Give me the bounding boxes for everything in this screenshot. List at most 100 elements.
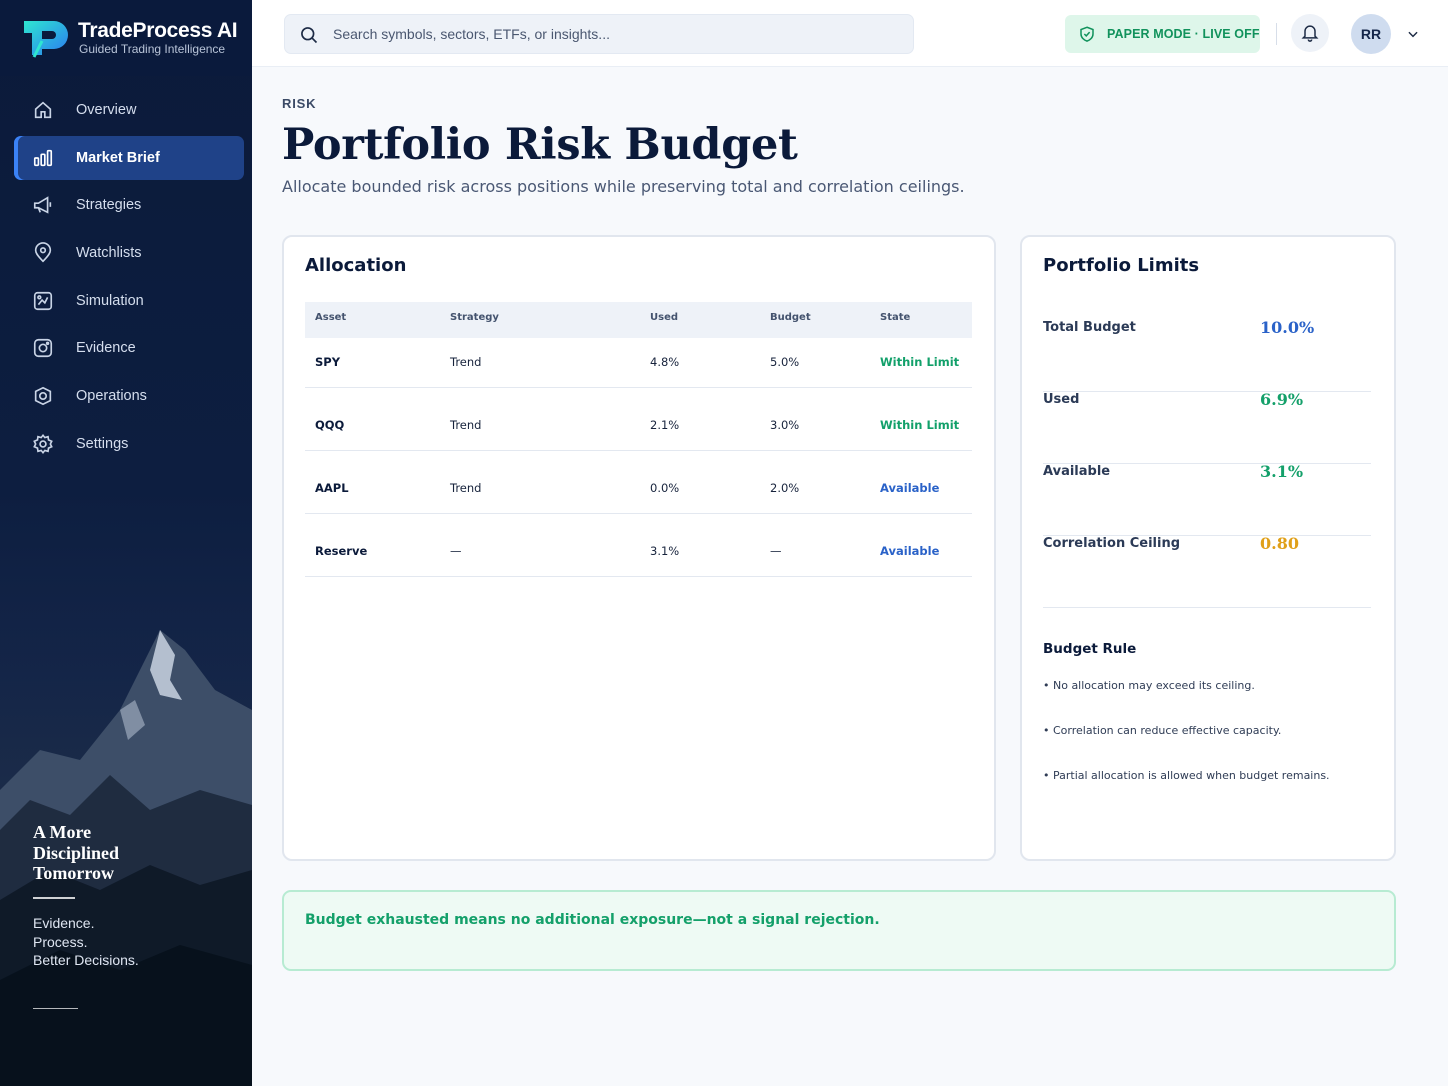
allocation-card: Allocation Asset Strategy Used Budget St… bbox=[282, 235, 996, 861]
limit-label: Correlation Ceiling bbox=[1043, 536, 1181, 551]
cell-budget: 2.0% bbox=[770, 481, 800, 495]
limit-row-available: Available 3.1% bbox=[1043, 462, 1371, 536]
quote-line: Disciplined bbox=[33, 842, 120, 863]
limit-value: 6.9% bbox=[1260, 390, 1304, 409]
quote-line: Tomorrow bbox=[33, 863, 114, 883]
notifications-button[interactable] bbox=[1291, 14, 1329, 52]
gear-icon bbox=[32, 433, 54, 455]
cell-asset: SPY bbox=[315, 355, 341, 369]
sidebar-quote: A More Disciplined Tomorrow bbox=[33, 822, 213, 884]
search-icon bbox=[301, 27, 318, 44]
user-avatar[interactable]: RR bbox=[1351, 14, 1391, 54]
camera-icon bbox=[32, 337, 54, 359]
cell-asset: QQQ bbox=[315, 418, 345, 432]
sidebar: TradeProcess AI Guided Trading Intellige… bbox=[0, 0, 252, 1086]
status-badge: Within Limit bbox=[880, 418, 960, 432]
budget-rule-title: Budget Rule bbox=[1043, 641, 1137, 657]
mountain-landscape-illustration bbox=[0, 600, 252, 1086]
bar-chart-icon bbox=[32, 147, 54, 169]
budget-notice-banner: Budget exhausted means no additional exp… bbox=[282, 890, 1396, 971]
sidebar-item-watchlists[interactable]: Watchlists bbox=[14, 231, 244, 275]
budget-rule-item: • Partial allocation is allowed when bud… bbox=[1043, 769, 1330, 782]
status-badge: Within Limit bbox=[880, 355, 960, 369]
quote-sub-line: Process. bbox=[33, 933, 88, 950]
page-title: Portfolio Risk Budget bbox=[282, 120, 798, 170]
cell-used: 2.1% bbox=[650, 418, 680, 432]
quote-divider bbox=[33, 897, 75, 899]
limit-label: Total Budget bbox=[1043, 320, 1136, 335]
chart-square-icon bbox=[32, 290, 54, 312]
sidebar-item-label: Simulation bbox=[76, 292, 144, 309]
search-box[interactable] bbox=[284, 14, 914, 54]
paper-mode-badge[interactable]: PAPER MODE · LIVE OFF bbox=[1065, 15, 1260, 53]
cell-used: 3.1% bbox=[650, 544, 680, 558]
table-header: Asset Strategy Used Budget State bbox=[305, 302, 972, 338]
chevron-down-icon[interactable] bbox=[1406, 27, 1420, 41]
page-eyebrow: RISK bbox=[282, 96, 317, 111]
column-header-budget[interactable]: Budget bbox=[770, 312, 811, 323]
cell-budget: 5.0% bbox=[770, 355, 800, 369]
column-header-strategy[interactable]: Strategy bbox=[450, 312, 499, 323]
shield-check-icon bbox=[1080, 26, 1094, 42]
limit-value: 0.80 bbox=[1260, 534, 1299, 553]
page-subtitle: Allocate bounded risk across positions w… bbox=[282, 177, 965, 196]
sidebar-item-label: Market Brief bbox=[76, 149, 160, 166]
sidebar-item-label: Operations bbox=[76, 388, 147, 405]
sidebar-item-evidence[interactable]: Evidence bbox=[14, 326, 244, 370]
megaphone-icon bbox=[32, 194, 54, 216]
budget-rule-item: • No allocation may exceed its ceiling. bbox=[1043, 679, 1255, 692]
limits-title: Portfolio Limits bbox=[1043, 255, 1200, 276]
allocation-table: Asset Strategy Used Budget State SPY Tre… bbox=[305, 302, 972, 577]
map-pin-icon bbox=[32, 242, 54, 264]
cell-asset: AAPL bbox=[315, 481, 349, 495]
column-header-asset[interactable]: Asset bbox=[315, 312, 347, 323]
brand-name: TradeProcess AI bbox=[78, 19, 238, 42]
quote-line: A More bbox=[33, 822, 92, 842]
mode-badge-label: PAPER MODE · LIVE OFF bbox=[1107, 27, 1260, 41]
cell-used: 0.0% bbox=[650, 481, 680, 495]
sidebar-item-label: Settings bbox=[76, 435, 129, 452]
allocation-title: Allocation bbox=[305, 255, 407, 276]
column-header-state[interactable]: State bbox=[880, 312, 911, 323]
sidebar-quote-sub: Evidence. Process. Better Decisions. bbox=[33, 914, 139, 970]
table-row[interactable]: QQQ Trend 2.1% 3.0% Within Limit bbox=[305, 388, 972, 451]
home-icon bbox=[32, 99, 54, 121]
table-row[interactable]: AAPL Trend 0.0% 2.0% Available bbox=[305, 451, 972, 514]
limit-row-used: Used 6.9% bbox=[1043, 390, 1371, 464]
bell-icon bbox=[1301, 25, 1319, 42]
sidebar-item-simulation[interactable]: Simulation bbox=[14, 279, 244, 323]
sidebar-item-market-brief[interactable]: Market Brief bbox=[14, 135, 244, 180]
limit-value: 10.0% bbox=[1260, 318, 1315, 337]
column-header-used[interactable]: Used bbox=[650, 312, 679, 323]
quote-divider-bottom bbox=[33, 1008, 78, 1009]
sidebar-item-operations[interactable]: Operations bbox=[14, 374, 244, 418]
sidebar-item-strategies[interactable]: Strategies bbox=[14, 183, 244, 227]
notice-text: Budget exhausted means no additional exp… bbox=[305, 912, 880, 928]
brand-header[interactable]: TradeProcess AI Guided Trading Intellige… bbox=[0, 0, 252, 76]
cell-strategy: Trend bbox=[450, 355, 482, 369]
sidebar-item-label: Strategies bbox=[76, 197, 142, 214]
quote-sub-line: Better Decisions. bbox=[33, 952, 139, 968]
limit-row-total-budget: Total Budget 10.0% bbox=[1043, 318, 1371, 392]
cell-strategy: Trend bbox=[450, 418, 482, 432]
cell-asset: Reserve bbox=[315, 544, 368, 558]
sidebar-nav: Overview Market Brief Strategies Watchli… bbox=[14, 88, 244, 470]
top-bar: PAPER MODE · LIVE OFF RR bbox=[252, 0, 1448, 67]
sidebar-item-label: Overview bbox=[76, 102, 137, 118]
status-badge: Available bbox=[880, 544, 940, 558]
limit-label: Used bbox=[1043, 392, 1080, 407]
limit-row-correlation-ceiling: Correlation Ceiling 0.80 bbox=[1043, 534, 1371, 608]
portfolio-limits-card: Portfolio Limits Total Budget 10.0% Used… bbox=[1020, 235, 1396, 861]
search-input[interactable] bbox=[333, 15, 893, 53]
sidebar-item-label: Evidence bbox=[76, 340, 136, 357]
sidebar-item-overview[interactable]: Overview bbox=[14, 88, 244, 132]
limit-value: 3.1% bbox=[1260, 462, 1304, 481]
cell-used: 4.8% bbox=[650, 355, 680, 369]
tradeprocess-logo-icon bbox=[24, 21, 68, 58]
table-row[interactable]: Reserve — 3.1% — Available bbox=[305, 514, 972, 577]
sidebar-item-settings[interactable]: Settings bbox=[14, 422, 244, 466]
quote-sub-line: Evidence. bbox=[33, 915, 95, 931]
cell-budget: 3.0% bbox=[770, 418, 800, 432]
brand-tagline: Guided Trading Intelligence bbox=[79, 42, 226, 56]
table-row[interactable]: SPY Trend 4.8% 5.0% Within Limit bbox=[305, 338, 972, 388]
